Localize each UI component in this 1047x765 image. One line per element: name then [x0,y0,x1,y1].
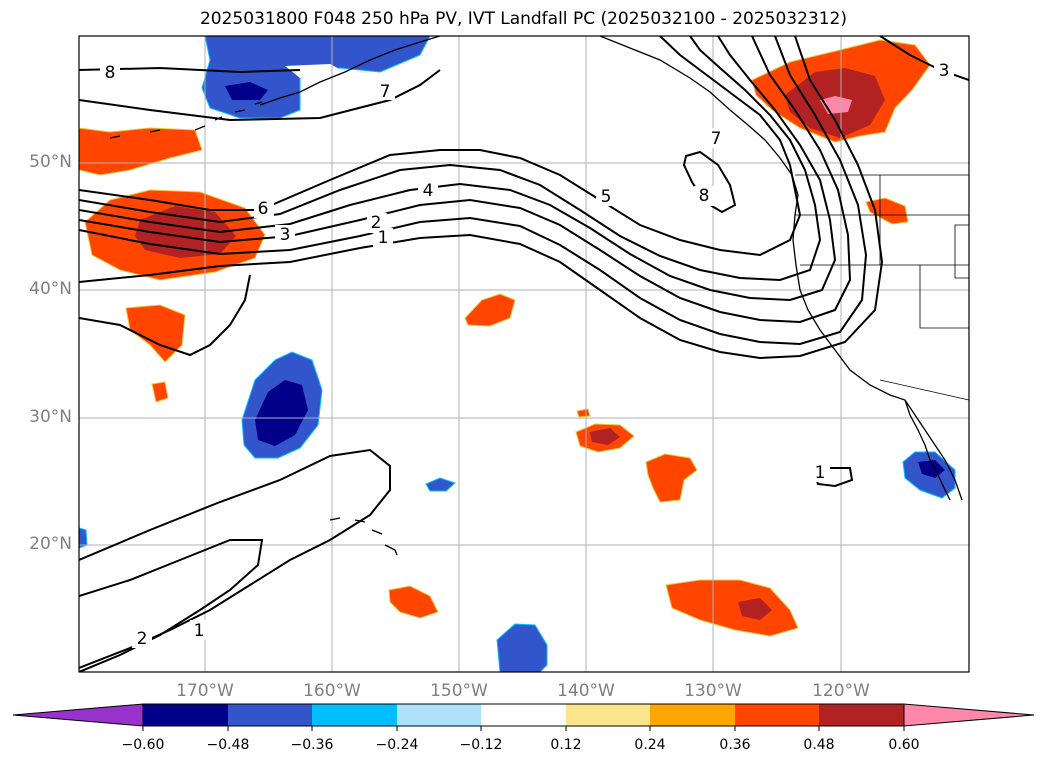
colorbar-tick-label: 0.60 [888,737,920,753]
patch-baja-25n-core [918,460,945,478]
colorbar [12,703,1035,731]
contour-label-7: 7 [380,82,391,102]
contour-7 [79,69,441,122]
lon-label-130w: 130°W [684,681,742,701]
colorbar-tick-label: −0.12 [459,737,503,753]
contour-label-5: 5 [601,187,612,207]
colorbar-tick-label: −0.24 [375,737,419,753]
patch-central-24n [425,477,456,492]
contour-6 [79,36,802,257]
lon-label-160w: 160°W [303,681,361,701]
contour-label-6: 6 [258,199,269,219]
colorbar-tick-label: 0.12 [550,737,582,753]
contour-labels: 8 7 6 5 4 3 2 1 8 7 3 1 2 1 [100,60,954,649]
colorbar-tick-label: −0.36 [290,737,334,753]
colorbar-extend-high [903,703,1035,727]
contour-label-4: 4 [423,181,434,201]
patch-mid-31n [576,408,591,418]
lon-label-150w: 150°W [430,681,488,701]
contour-label-3: 3 [280,225,291,245]
lon-label-140w: 140°W [557,681,615,701]
map-title: 2025031800 F048 250 hPa PV, IVT Landfall… [199,9,847,29]
contour-2 [79,36,868,346]
colorbar-tick-label: 0.48 [803,737,835,753]
colorbar-extend-low [12,703,144,727]
political-borders [795,174,969,401]
contour-label-2-south: 2 [137,629,148,649]
negative-anomaly-patches [79,36,956,672]
patch-mid-29n-core [590,428,620,445]
contour-8-coast [682,150,737,214]
patch-central-31n-core [255,380,308,446]
contour-label-8-nw: 8 [105,63,116,83]
patch-east-45n [865,197,909,225]
lat-label-30n: 30°N [29,407,72,427]
lat-label-40n: 40°N [29,279,72,299]
contour-label-1-south: 1 [194,621,205,641]
colorbar-tick-label: 0.36 [719,737,751,753]
contour-label-1: 1 [378,228,389,248]
contour-3 [79,36,852,324]
lat-label-50n: 50°N [29,152,72,172]
contour-3-northeast [879,36,969,81]
contour-5 [79,36,822,282]
patch-south-16n-core [738,598,772,620]
alaska-coast [259,36,441,106]
colorbar-tick-label: 0.24 [634,737,666,753]
contour-label-1-baja: 1 [815,463,826,483]
lon-label-170w: 170°W [176,681,234,701]
colorbar-tick-label: −0.60 [121,737,165,753]
patch-south-16n [665,579,799,637]
contour-label-2: 2 [371,213,382,233]
state-borders [795,175,969,401]
contour-1-loop-west [79,274,251,357]
patch-mid-26n [645,453,698,503]
colorbar-tick-label: −0.48 [206,737,250,753]
patch-northwest-aleutian-gap [285,64,345,78]
map-plot-area: 8 7 6 5 4 3 2 1 8 7 3 1 2 1 [79,36,969,672]
pacific-northwest-coast [599,36,963,501]
coastlines [109,36,963,556]
baja-peninsula [904,399,951,501]
patch-west-33n [151,381,169,403]
contour-label-8-coast: 8 [699,186,710,206]
contour-label-7-coast: 7 [711,129,722,149]
lon-label-120w: 120°W [812,681,870,701]
lat-label-20n: 20°N [29,534,72,554]
contour-4 [79,36,837,302]
patch-northwest-aleutian-core [225,82,268,100]
contour-1 [79,36,884,360]
patch-mid-38n [464,293,516,327]
patch-south-11n [496,623,548,672]
patch-south-17n [388,585,439,619]
map-frame [78,35,970,673]
contour-label-3-ne: 3 [939,61,950,81]
